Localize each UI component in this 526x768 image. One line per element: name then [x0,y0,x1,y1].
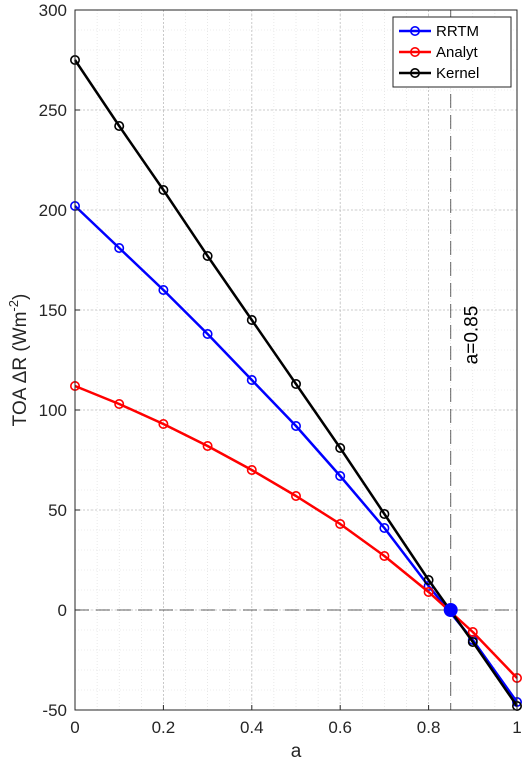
data-point-kernel [158,185,169,196]
data-point-kernel [335,442,346,453]
series-analyt [70,380,522,683]
data-point-analyt [158,418,169,429]
reference-lines [75,10,517,710]
y-tick-label: 100 [39,401,67,420]
legend-entry-analyt: Analyt [399,44,479,61]
series-line-kernel [73,59,519,707]
legend-swatch-marker [409,25,420,36]
data-point-analyt [467,626,478,637]
data-point-rrtm [290,420,301,431]
x-tick-label: 0.8 [417,718,441,737]
data-point-analyt [246,464,257,475]
legend-label: RRTM [436,23,479,40]
y-tick-label: 300 [39,1,67,20]
data-point-kernel [202,251,213,262]
data-point-analyt [202,440,213,451]
y-axis-label-main: TOA [10,383,31,426]
data-point-kernel [379,508,390,519]
data-point-kernel [423,574,434,585]
series-line-analyt [74,384,518,679]
data-point-rrtm [379,522,390,533]
legend-swatch-marker [409,46,420,57]
major-grid [74,9,518,711]
data-point-kernel [467,636,478,647]
legend-entry-kernel: Kernel [399,65,479,82]
data-point-kernel [246,314,257,325]
data-point-analyt [290,490,301,501]
y-tick-label: 50 [48,501,67,520]
reference-line-label: a=0.85 [462,306,483,365]
data-point-rrtm [246,374,257,385]
legend-label: Kernel [436,65,479,82]
x-tick-label: 0 [70,718,79,737]
y-tick-label: 250 [39,101,67,120]
x-tick-label: 0.4 [240,718,264,737]
data-point-analyt [379,550,390,561]
x-tick-label: 0.6 [328,718,352,737]
legend-swatch-marker [409,68,420,79]
legend: RRTM Analyt Kernel [392,16,512,88]
data-point-analyt [114,398,125,409]
data-point-analyt [335,518,346,529]
y-axis-label-unit: (Wm [10,312,31,357]
y-tick-label: 150 [39,301,67,320]
legend-label: Analyt [436,44,479,61]
highlight-point [443,603,458,617]
data-point-rrtm [158,284,169,295]
y-axis-label: TOA ΔR (Wm-2) [6,294,31,427]
data-point-rrtm [335,470,346,481]
data-point-kernel [114,121,125,132]
y-axis-label-delta: ΔR [10,357,31,383]
plot-area-border [74,9,518,711]
y-axis-label-superscript: -2 [6,300,21,312]
legend-entry-rrtm: RRTM [399,23,479,40]
x-tick-label: 1 [512,718,521,737]
series-group [70,54,522,711]
y-axis-ticks: -50 0 50 100 150 200 250 300 [39,1,80,720]
highlight-group [443,603,458,617]
data-point-analyt [423,586,434,597]
series-kernel [70,54,522,711]
y-tick-label: 200 [39,201,67,220]
x-axis-label: a [291,741,302,762]
data-point-rrtm [114,243,125,254]
data-point-kernel [290,378,301,389]
x-axis-ticks: 0 0.2 0.4 0.6 0.8 1 [70,705,522,737]
y-tick-label: 0 [58,601,67,620]
y-tick-label: -50 [42,701,67,720]
data-point-rrtm [202,328,213,339]
y-axis-label-close: ) [10,294,31,300]
x-tick-label: 0.2 [152,718,176,737]
